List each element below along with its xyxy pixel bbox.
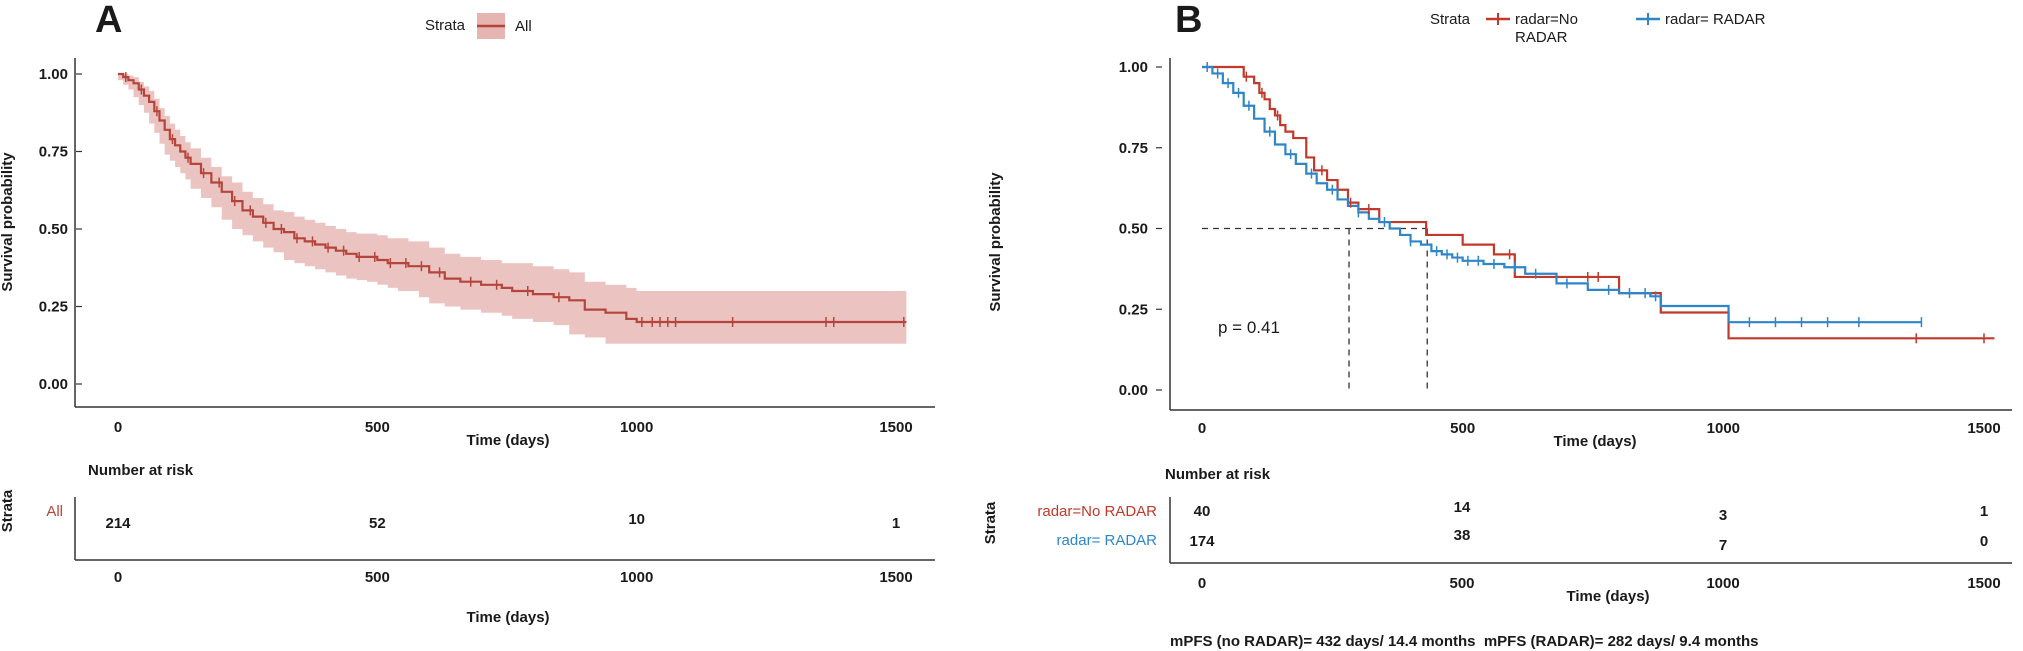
panel-b-risk-x-title: Time (days) bbox=[1566, 588, 1649, 605]
panel-b-letter: B bbox=[1175, 0, 1202, 41]
panel-b-median-lines bbox=[1202, 227, 1428, 390]
panel-a-risk-values: 214 52 10 1 bbox=[105, 511, 900, 532]
panel-a-risk-x-title: Time (days) bbox=[466, 609, 549, 626]
panel-b-p-value: p = 0.41 bbox=[1218, 318, 1280, 337]
y-tick-label: 0.25 bbox=[39, 299, 68, 316]
risk-value: 14 bbox=[1454, 499, 1471, 516]
risk-value: 38 bbox=[1454, 527, 1471, 544]
panel-b-risk-values: 40 14 3 1 174 38 7 0 bbox=[1189, 499, 1988, 554]
y-tick-label: 0.00 bbox=[1119, 382, 1148, 399]
risk-x-tick-label: 1000 bbox=[1706, 575, 1739, 592]
x-tick-label: 1500 bbox=[879, 419, 912, 436]
risk-value: 174 bbox=[1189, 533, 1215, 550]
panel-b-y-ticks: 0.00 0.25 0.50 0.75 1.00 bbox=[1119, 59, 1162, 399]
panel-b-legend-label-no-radar-2: RADAR bbox=[1515, 29, 1568, 46]
panel-b-y-title: Survival probability bbox=[987, 172, 1004, 312]
risk-value: 40 bbox=[1194, 503, 1211, 520]
panel-a-risk-row-label: All bbox=[46, 503, 63, 520]
panel-a-risk-title: Number at risk bbox=[88, 462, 194, 479]
panel-a-legend: Strata All bbox=[425, 13, 532, 39]
panel-b-curve-no-radar bbox=[1202, 65, 1995, 340]
panel-b-risk-x-ticks: 0 500 1000 1500 bbox=[1198, 575, 2001, 592]
y-tick-label: 0.50 bbox=[39, 221, 68, 238]
panel-b: B Strata radar=No RADAR radar= RADAR Sur… bbox=[982, 0, 2012, 650]
panel-a-x-ticks: 0 500 1000 1500 bbox=[114, 419, 913, 436]
x-tick-label: 500 bbox=[365, 419, 390, 436]
panel-b-x-ticks: 0 500 1000 1500 bbox=[1198, 420, 2001, 437]
risk-value: 1 bbox=[892, 515, 900, 532]
panel-b-curve-radar bbox=[1202, 65, 1922, 324]
panel-a-legend-title: Strata bbox=[425, 17, 466, 34]
risk-value: 3 bbox=[1719, 507, 1727, 524]
panel-b-risk-title: Number at risk bbox=[1165, 466, 1271, 483]
panel-a-letter: A bbox=[95, 0, 122, 41]
risk-x-tick-label: 1500 bbox=[1967, 575, 2000, 592]
x-tick-label: 0 bbox=[114, 419, 122, 436]
panel-b-x-title: Time (days) bbox=[1553, 433, 1636, 450]
y-tick-label: 0.50 bbox=[1119, 221, 1148, 238]
panel-a-risk-x-ticks: 0 500 1000 1500 bbox=[114, 569, 913, 586]
panel-b-legend-label-radar: radar= RADAR bbox=[1665, 11, 1766, 28]
risk-value: 1 bbox=[1980, 503, 1988, 520]
panel-a: A Strata All Survival probability Time (… bbox=[0, 0, 935, 626]
risk-x-tick-label: 1500 bbox=[879, 569, 912, 586]
panel-a-legend-label: All bbox=[515, 18, 532, 35]
panel-a-risk-table: Number at risk Strata All 214 52 10 1 0 500 1… bbox=[0, 462, 935, 626]
panel-b-legend-label-no-radar-1: radar=No bbox=[1515, 11, 1578, 28]
x-tick-label: 1500 bbox=[1967, 420, 2000, 437]
x-tick-label: 0 bbox=[1198, 420, 1206, 437]
panel-a-risk-strata-title: Strata bbox=[0, 489, 16, 532]
y-tick-label: 0.75 bbox=[39, 144, 68, 161]
risk-x-tick-label: 1000 bbox=[620, 569, 653, 586]
y-tick-label: 1.00 bbox=[1119, 59, 1148, 76]
x-tick-label: 1000 bbox=[1707, 420, 1740, 437]
risk-value: 52 bbox=[369, 515, 386, 532]
panel-a-x-title: Time (days) bbox=[466, 432, 549, 449]
panel-b-censor-no-radar bbox=[1245, 71, 1985, 344]
panel-b-mpfs-footer: mPFS (no RADAR)= 432 days/ 14.4 months m… bbox=[1170, 633, 1759, 650]
panel-b-censor-radar bbox=[1206, 62, 1923, 328]
panel-b-risk-strata-title: Strata bbox=[982, 501, 999, 544]
panel-a-survival-curve bbox=[118, 72, 907, 324]
risk-x-tick-label: 0 bbox=[1198, 575, 1206, 592]
panel-a-confidence-band bbox=[118, 74, 907, 344]
risk-x-tick-label: 500 bbox=[365, 569, 390, 586]
panel-a-y-ticks: 0.00 0.25 0.50 0.75 1.00 bbox=[39, 66, 82, 393]
panel-b-risk-row-label-radar: radar= RADAR bbox=[1057, 532, 1158, 549]
risk-x-tick-label: 500 bbox=[1449, 575, 1474, 592]
risk-value: 7 bbox=[1719, 537, 1727, 554]
panel-b-legend-title: Strata bbox=[1430, 11, 1471, 28]
panel-a-y-title: Survival probability bbox=[0, 152, 16, 292]
y-tick-label: 0.00 bbox=[39, 376, 68, 393]
y-tick-label: 1.00 bbox=[39, 66, 68, 83]
risk-value: 0 bbox=[1980, 533, 1988, 550]
risk-x-tick-label: 0 bbox=[114, 569, 122, 586]
panel-b-risk-table: Number at risk Strata radar=No RADAR rad… bbox=[982, 466, 2012, 605]
y-tick-label: 0.75 bbox=[1119, 140, 1148, 157]
panel-a-censor-marks bbox=[125, 72, 905, 327]
risk-value: 214 bbox=[105, 515, 131, 532]
panel-b-legend: Strata radar=No RADAR radar= RADAR bbox=[1430, 11, 1766, 46]
x-tick-label: 1000 bbox=[620, 419, 653, 436]
x-tick-label: 500 bbox=[1450, 420, 1475, 437]
panel-b-risk-row-label-no-radar: radar=No RADAR bbox=[1037, 503, 1157, 520]
y-tick-label: 0.25 bbox=[1119, 301, 1148, 318]
risk-value: 10 bbox=[628, 511, 645, 528]
